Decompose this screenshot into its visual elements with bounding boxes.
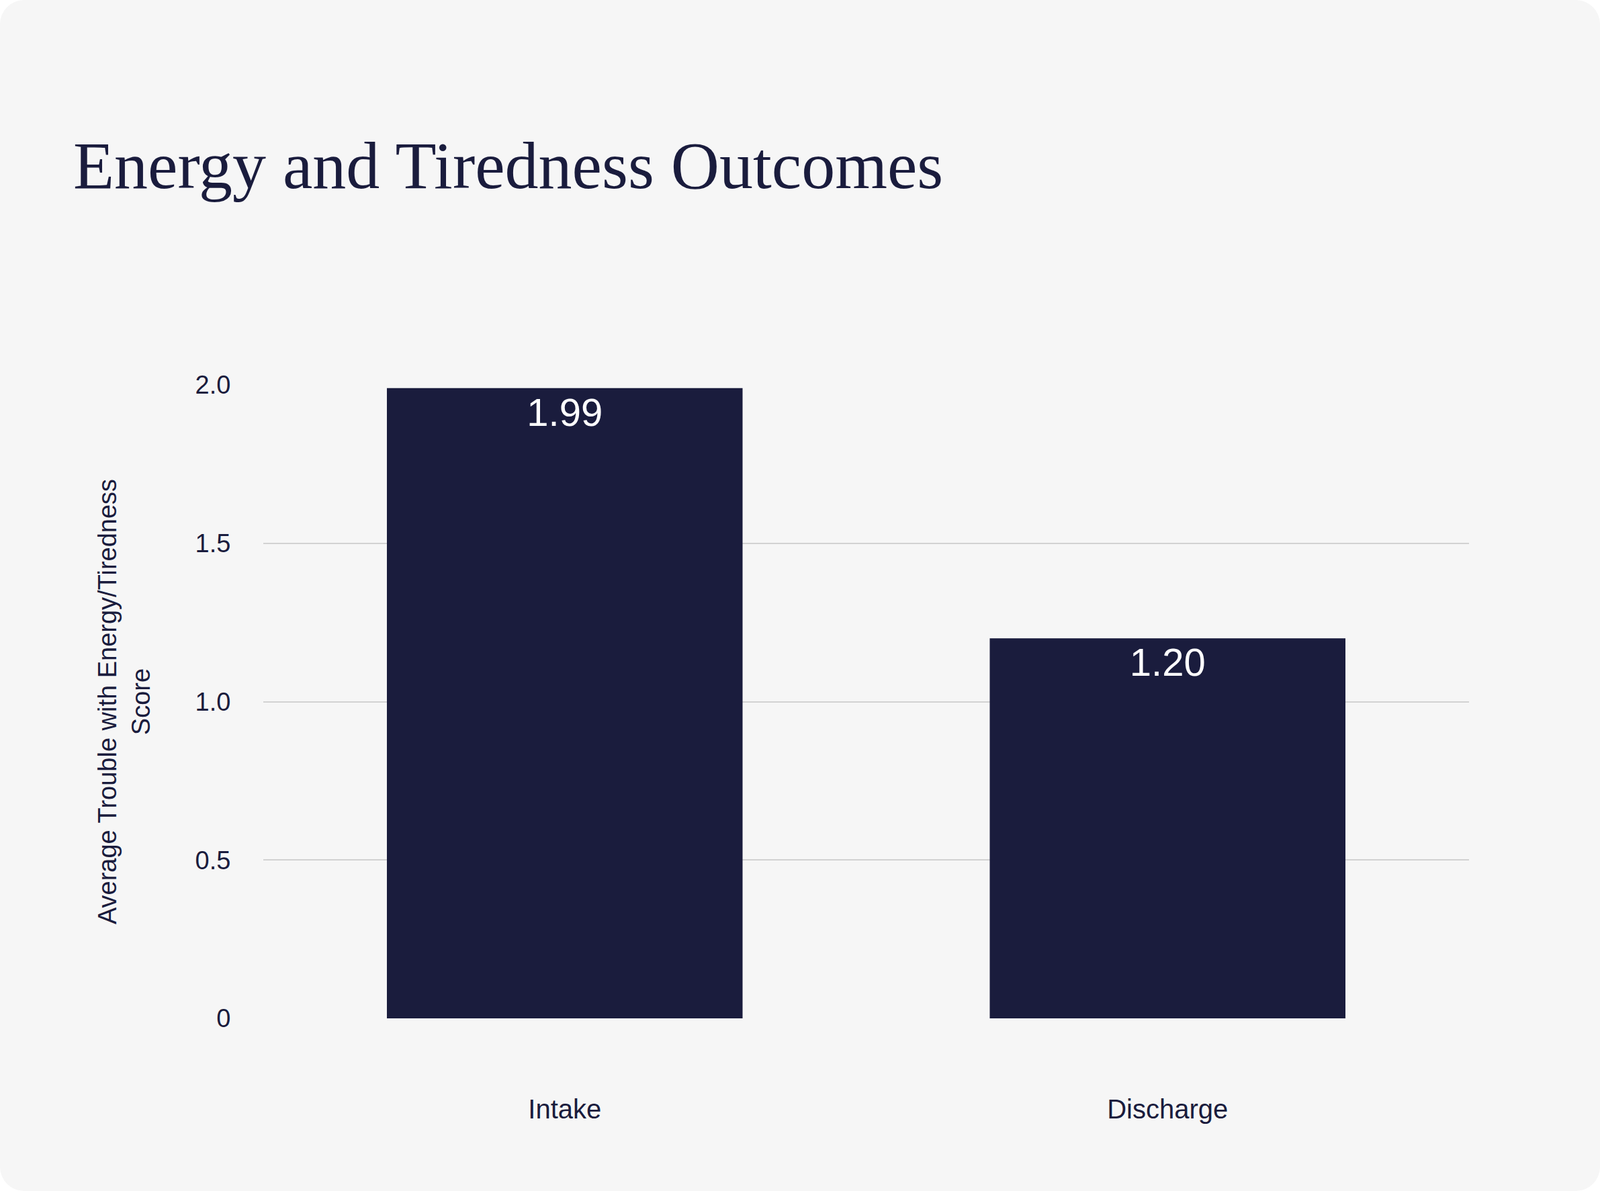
svg-text:1.99: 1.99 (526, 390, 603, 434)
svg-text:Energy and Tiredness Outcomes: Energy and Tiredness Outcomes (73, 128, 944, 203)
svg-text:Average Trouble with Energy/Ti: Average Trouble with Energy/TirednessSco… (93, 478, 155, 925)
svg-text:1.0: 1.0 (195, 687, 232, 717)
svg-text:0.5: 0.5 (195, 846, 232, 875)
svg-text:1.20: 1.20 (1129, 640, 1206, 684)
svg-text:0: 0 (216, 1004, 231, 1033)
svg-text:2.0: 2.0 (195, 370, 232, 399)
svg-text:Intake: Intake (527, 1094, 602, 1124)
svg-text:Discharge: Discharge (1106, 1094, 1228, 1124)
svg-text:1.5: 1.5 (195, 529, 232, 558)
